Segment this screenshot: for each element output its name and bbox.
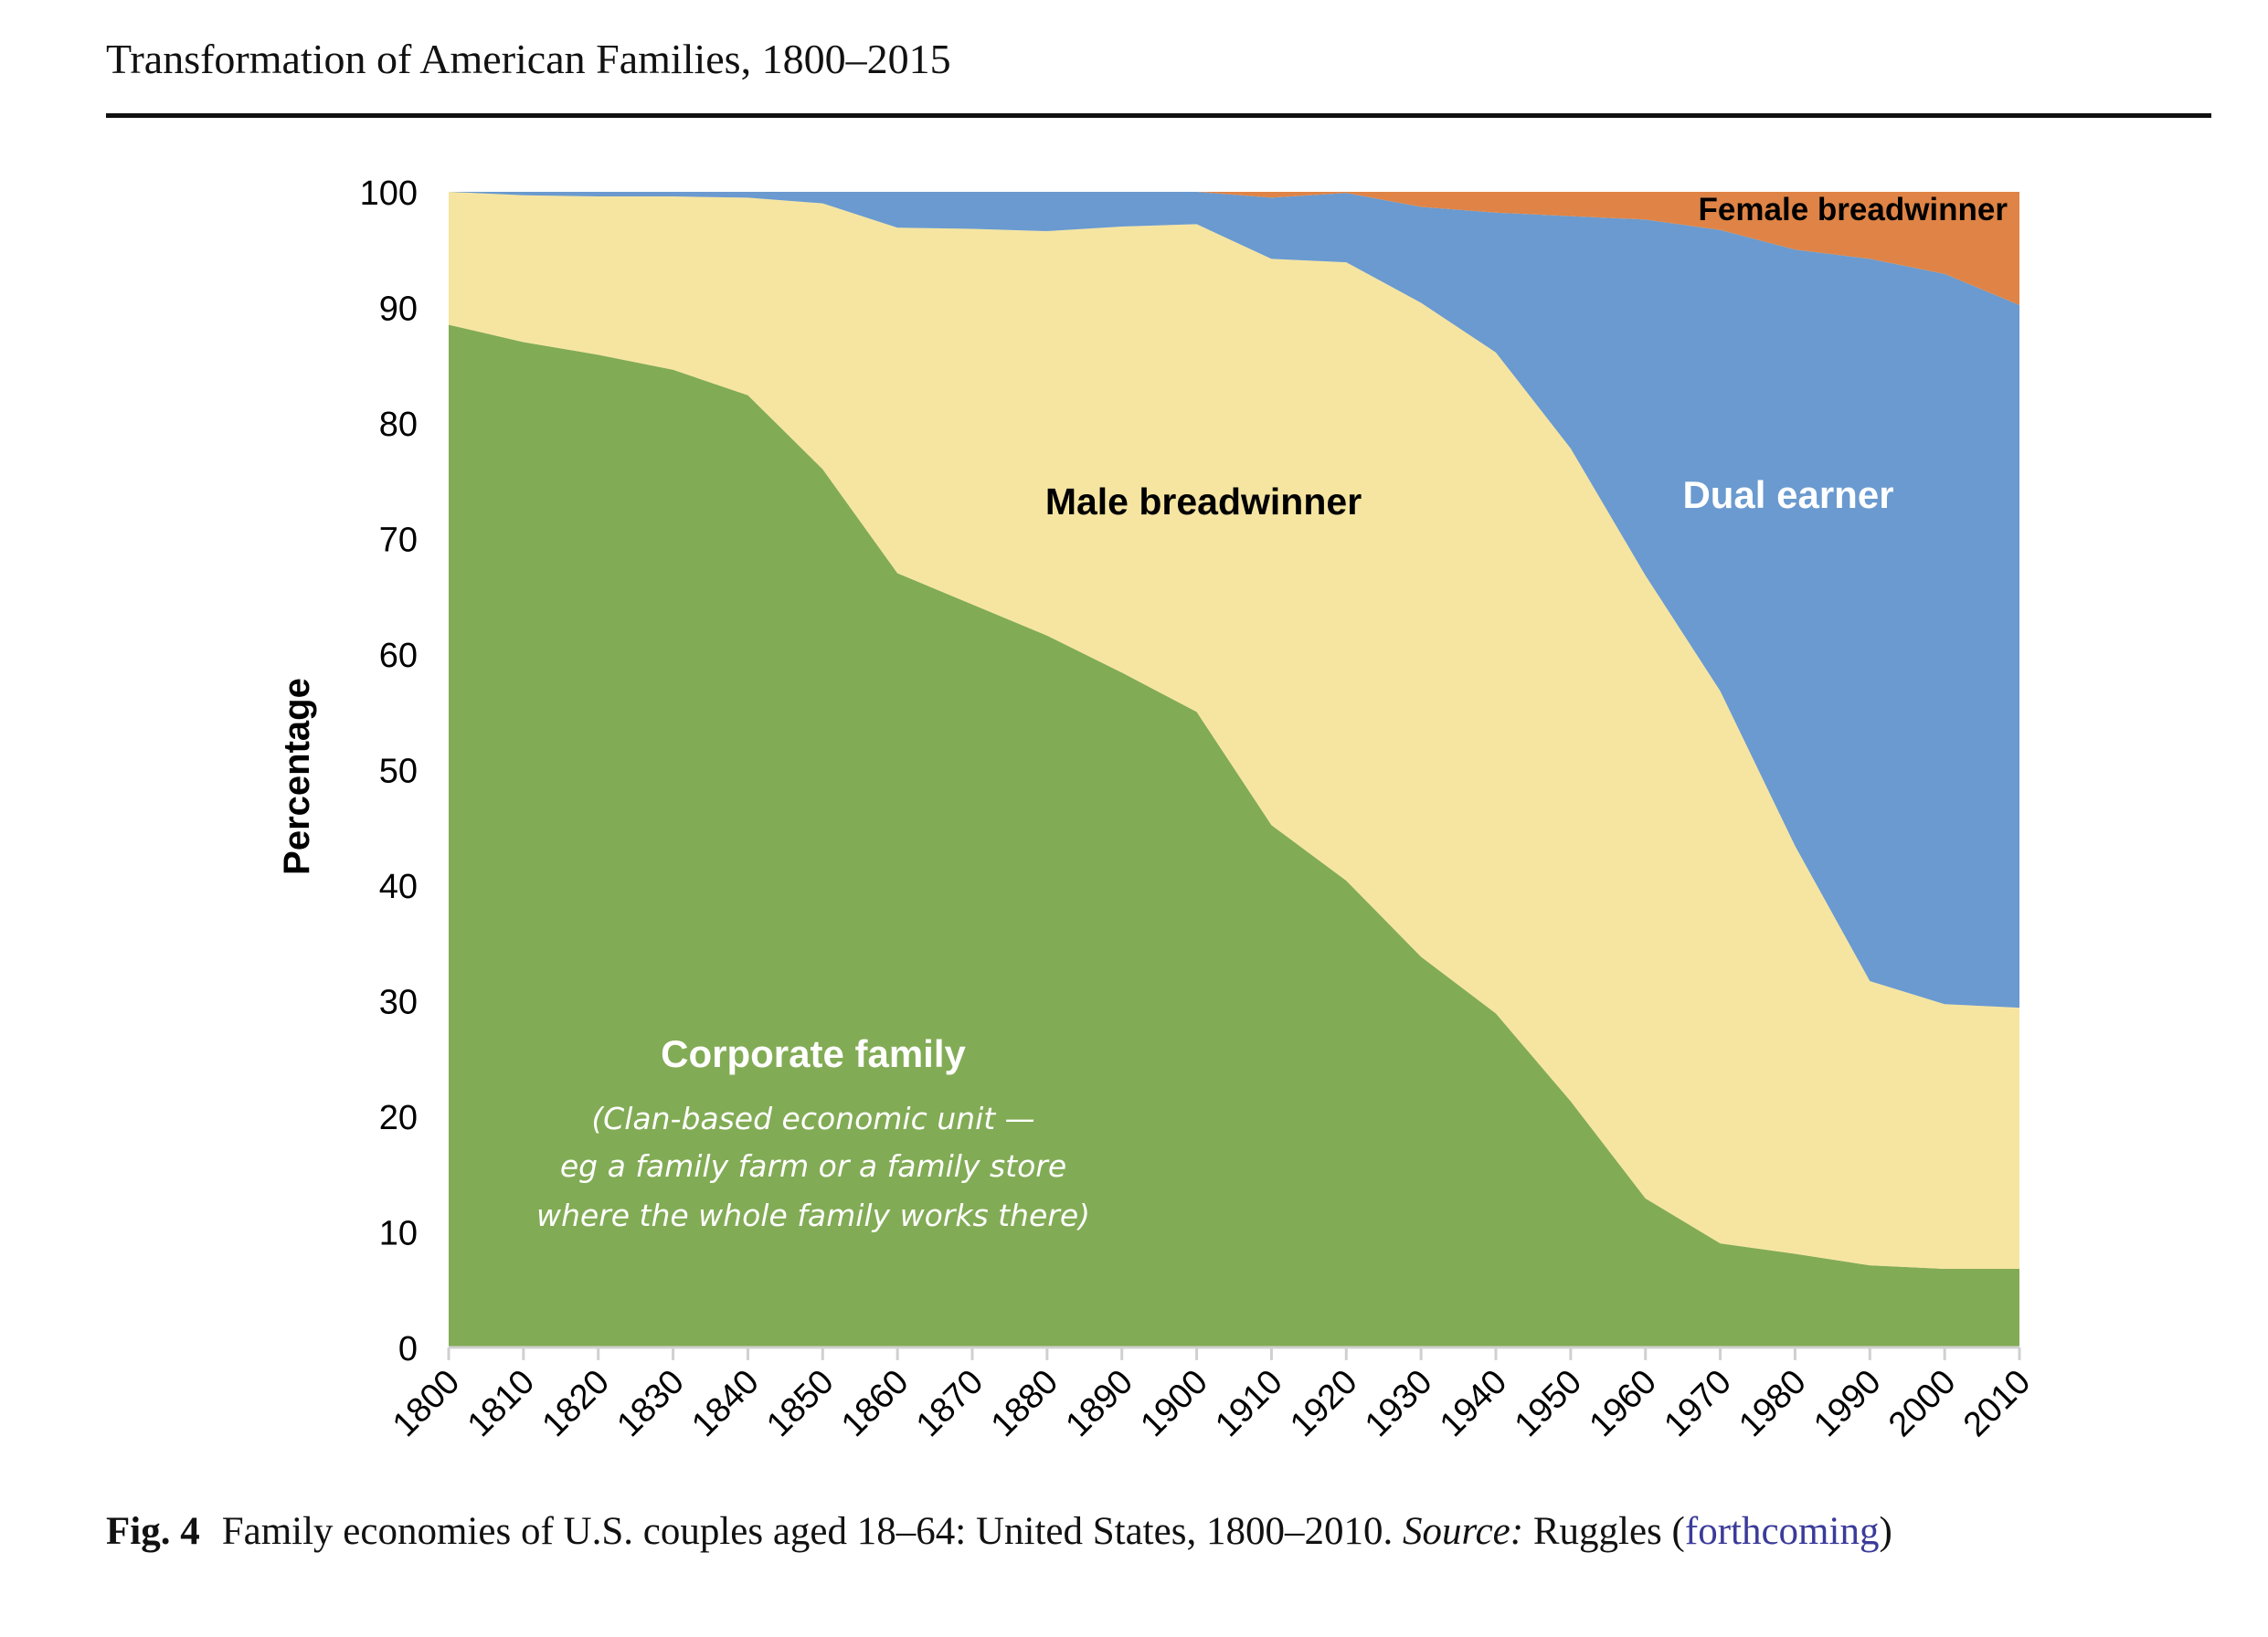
areas — [449, 192, 2019, 1348]
label-dual-earner: Dual earner — [1682, 473, 1893, 516]
x-tick-label: 1850 — [759, 1363, 841, 1444]
label-male-breadwinner: Male breadwinner — [1045, 481, 1362, 523]
x-tick-label: 1870 — [909, 1363, 991, 1444]
forthcoming-link[interactable]: forthcoming — [1684, 1510, 1880, 1553]
area-dual-earner — [449, 192, 2019, 1009]
y-tick-label: 0 — [398, 1330, 418, 1368]
x-tick-label: 1820 — [535, 1363, 617, 1444]
area-corporate-family — [449, 324, 2019, 1348]
area-male-breadwinner — [449, 192, 2019, 1269]
caption-label: Fig. 4 — [106, 1510, 200, 1553]
caption-source: Ruggles ( — [1523, 1510, 1685, 1553]
figure-caption: Fig. 4 Family economies of U.S. couples a… — [106, 1509, 1892, 1554]
x-tick-label: 1960 — [1583, 1363, 1664, 1444]
x-tick-label: 2010 — [1956, 1363, 2038, 1444]
x-tick-label: 1810 — [461, 1363, 542, 1444]
x-tick-label: 1860 — [834, 1363, 916, 1444]
y-tick-label: 80 — [379, 406, 418, 444]
y-tick-label: 60 — [379, 637, 418, 675]
x-tick-label: 1880 — [984, 1363, 1065, 1444]
header-rule — [106, 113, 2211, 118]
x-tick-label: 1980 — [1732, 1363, 1813, 1444]
y-tick-label: 10 — [379, 1215, 418, 1253]
caption-close: ) — [1879, 1510, 1892, 1553]
x-tick-label: 1940 — [1433, 1363, 1514, 1444]
x-tick-label: 1920 — [1283, 1363, 1364, 1444]
y-tick-label: 40 — [379, 868, 418, 906]
x-tick-label: 1950 — [1508, 1363, 1589, 1444]
x-tick-label: 1830 — [609, 1363, 691, 1444]
x-tick-label: 1930 — [1358, 1363, 1439, 1444]
x-tick-label: 1890 — [1059, 1363, 1140, 1444]
label-female-breadwinner: Female breadwinner — [1699, 192, 2008, 227]
y-tick-label: 100 — [360, 174, 418, 213]
x-tick-label: 1800 — [386, 1363, 467, 1444]
y-tick-label: 30 — [379, 984, 418, 1022]
y-tick-label: 20 — [379, 1099, 418, 1137]
y-tick-label: 90 — [379, 290, 418, 329]
caption-source-label: Source: — [1402, 1510, 1524, 1553]
x-tick-label: 1970 — [1657, 1363, 1738, 1444]
caption-text: Family economies of U.S. couples aged 18… — [221, 1510, 1403, 1553]
x-tick-label: 1990 — [1807, 1363, 1888, 1444]
x-tick-label: 1900 — [1133, 1363, 1214, 1444]
label-corporate-family: Corporate family — [661, 1032, 966, 1075]
running-head: Transformation of American Families, 180… — [106, 36, 951, 82]
corporate-note-line-2: eg a family farm or a family store — [560, 1148, 1066, 1184]
x-tick-label: 2000 — [1881, 1363, 1963, 1444]
area-female-breadwinner — [449, 192, 2019, 305]
y-tick-label: 50 — [379, 753, 418, 791]
corporate-note-line-3: where the whole family works there) — [536, 1198, 1090, 1233]
x-tick-label: 1840 — [684, 1363, 766, 1444]
y-tick-label: 70 — [379, 522, 418, 560]
corporate-note-line-1: (Clan-based economic unit — — [591, 1101, 1034, 1136]
y-axis-label: Percentage — [277, 678, 317, 875]
x-tick-label: 1910 — [1208, 1363, 1289, 1444]
